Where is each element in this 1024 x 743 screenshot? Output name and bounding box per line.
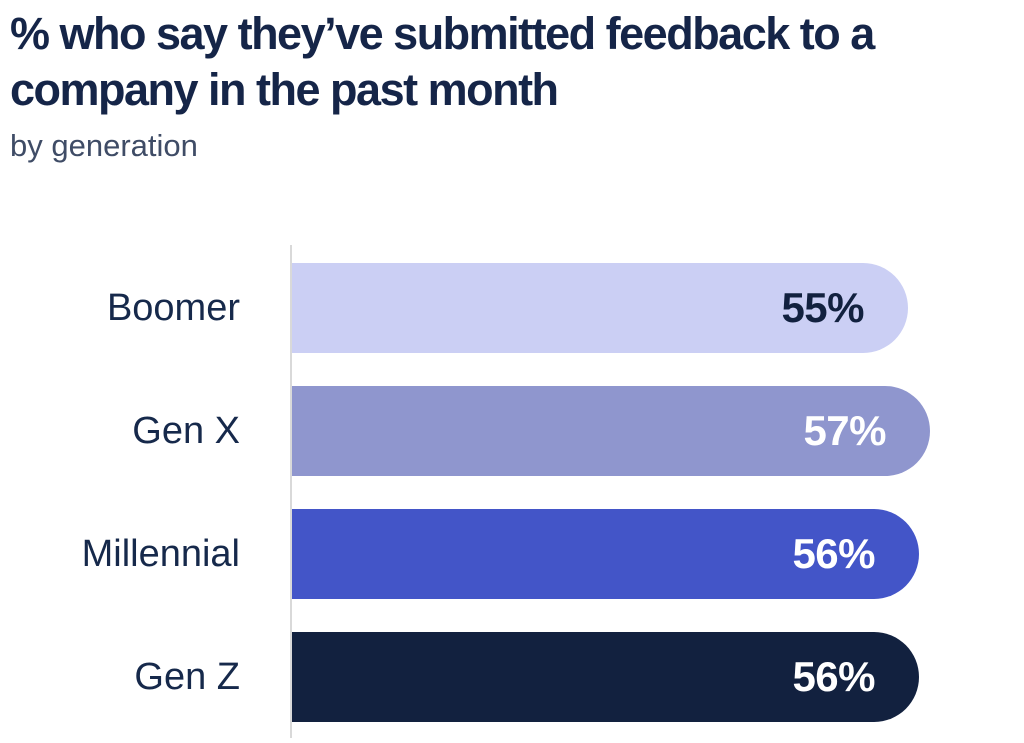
bar-row-gen-z: Gen Z 56% [0, 632, 1024, 722]
bar-track: 56% [292, 632, 1024, 722]
category-label: Gen Z [134, 655, 240, 698]
bar-row-boomer: Boomer 55% [0, 263, 1024, 353]
category-label: Boomer [106, 286, 240, 329]
value-label: 56% [792, 653, 875, 700]
bar: 56% [292, 632, 919, 722]
bar-row-millennial: Millennial 56% [0, 509, 1024, 599]
value-label: 56% [792, 530, 875, 577]
value-label: 57% [803, 407, 886, 454]
bar: 55% [292, 263, 908, 353]
bar-row-gen-x: Gen X 57% [0, 386, 1024, 476]
chart-title: % who say they’ve submitted feedback to … [10, 8, 875, 115]
bar-track: 55% [292, 263, 1024, 353]
bar-track: 56% [292, 509, 1024, 599]
bar: 57% [292, 386, 930, 476]
bar: 56% [292, 509, 919, 599]
y-axis-line [290, 245, 292, 738]
category-label: Gen X [132, 409, 240, 452]
bar-track: 57% [292, 386, 1024, 476]
bar-rows: Boomer 55% Gen X 57% Millennial 56% Gen Z 56% [0, 263, 1024, 722]
value-label: 55% [781, 284, 864, 331]
category-label: Millennial [81, 532, 240, 575]
bar-chart: Boomer 55% Gen X 57% Millennial 56% Gen Z 56% [0, 245, 1024, 738]
chart-subtitle: by generation [10, 128, 198, 163]
